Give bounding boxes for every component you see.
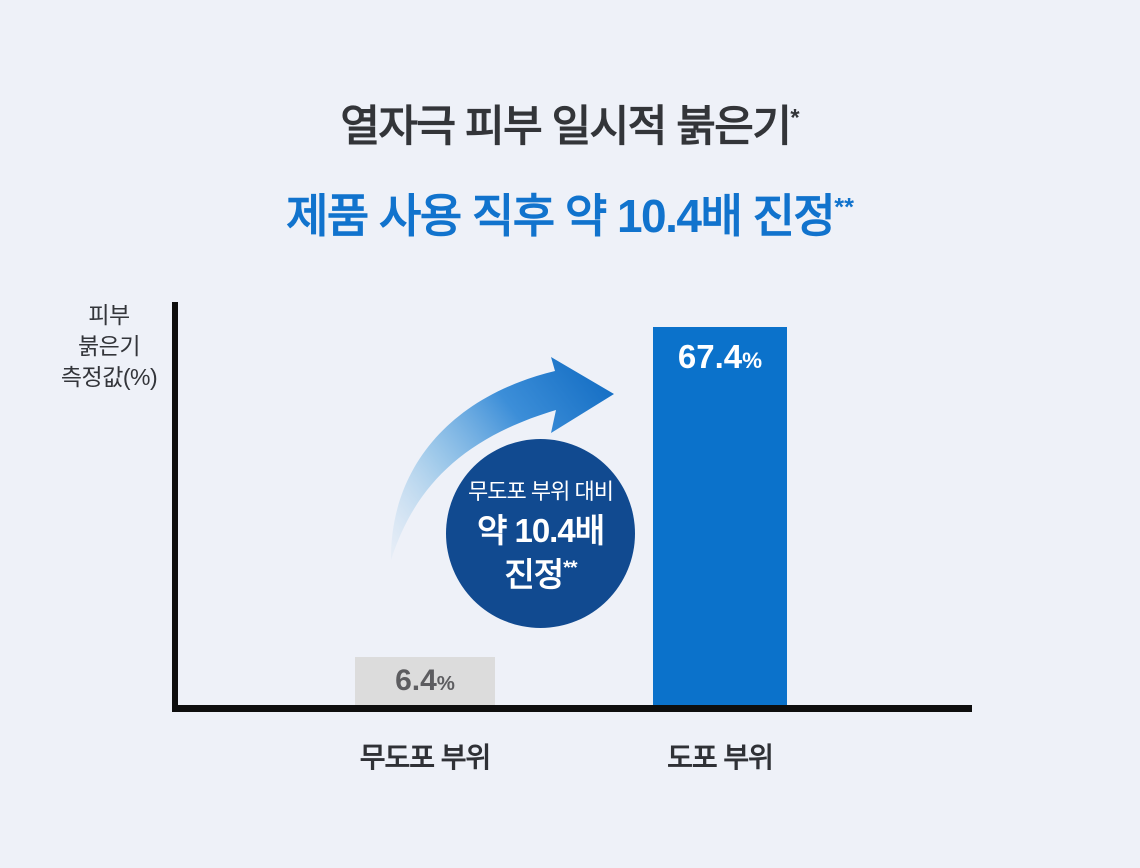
bar-coated-area: 67.4% — [653, 327, 787, 705]
y-axis-label-line1: 피부 — [88, 302, 130, 328]
y-axis-line — [172, 302, 178, 712]
page-subtitle: 제품 사용 직후 약 10.4배 진정** — [0, 180, 1140, 246]
badge-line1: 무도포 부위 대비 — [468, 478, 614, 504]
bar-coated-value: 67.4% — [653, 338, 787, 376]
bar-uncoated-area: 6.4% — [355, 657, 495, 705]
bar-uncoated-value: 6.4% — [395, 664, 455, 698]
y-axis-label-line2: 붉은기 — [78, 333, 140, 359]
y-axis-label: 피부 붉은기 측정값(%) — [46, 300, 172, 393]
bar-coated-value-unit: % — [742, 348, 763, 373]
subtitle-footnote-mark: ** — [834, 193, 854, 222]
page-subtitle-text: 제품 사용 직후 약 10.4배 진정 — [286, 190, 836, 242]
bar-uncoated-value-number: 6.4 — [395, 664, 437, 697]
badge-line2: 약 10.4배 — [476, 511, 605, 549]
category-label-uncoated: 무도포 부위 — [359, 742, 492, 773]
growth-arrow-icon — [390, 357, 614, 560]
badge-line3: 진정** — [504, 549, 577, 594]
title-footnote-mark: * — [790, 105, 800, 132]
y-axis-label-line3: 측정값(%) — [60, 364, 158, 390]
page-title-text: 열자극 피부 일시적 붉은기 — [340, 103, 792, 151]
page-title: 열자극 피부 일시적 붉은기* — [0, 92, 1140, 154]
category-label-coated: 도포 부위 — [667, 742, 774, 773]
comparison-badge: 무도포 부위 대비 약 10.4배 진정** — [446, 439, 635, 628]
bar-uncoated-value-unit: % — [436, 673, 455, 695]
x-axis-line — [172, 705, 972, 712]
bar-coated-value-number: 67.4 — [677, 338, 743, 375]
badge-line3-text: 진정 — [504, 555, 564, 593]
badge-footnote-mark: ** — [563, 556, 577, 579]
